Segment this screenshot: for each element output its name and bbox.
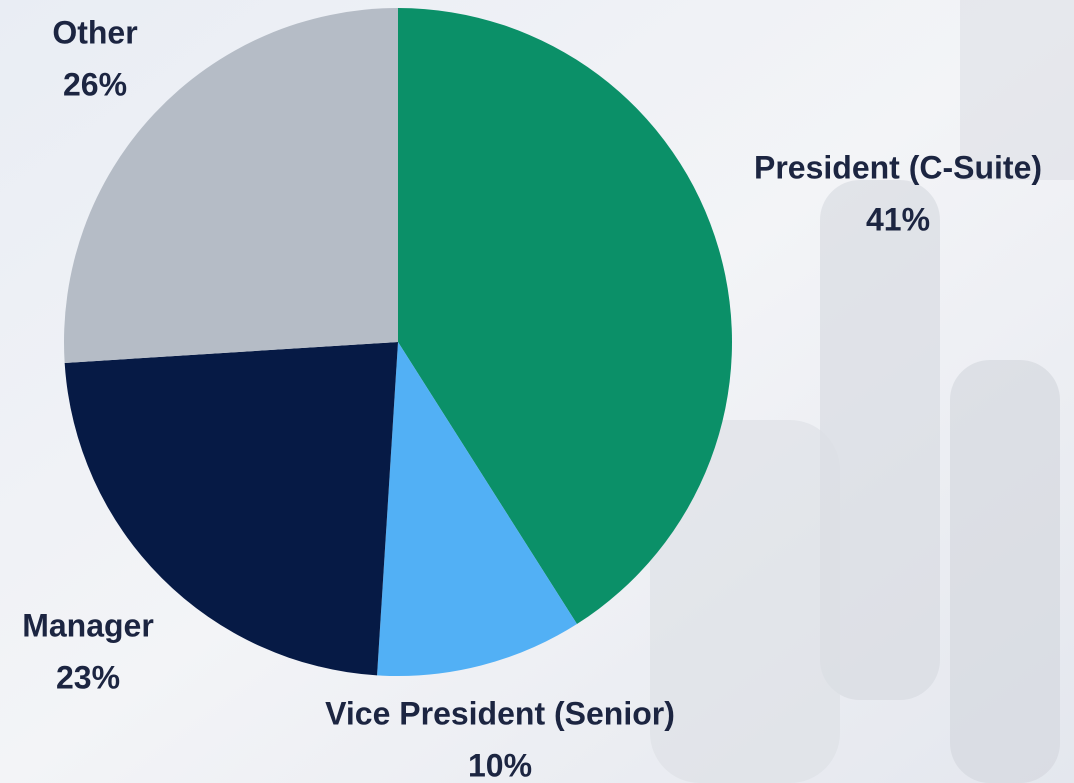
pie-slice [64,342,399,676]
background-figure [650,420,840,783]
pie-slice [63,8,398,363]
value-label: 23% [56,659,120,695]
labels: President (C-Suite) 41% Vice President (Se… [22,14,1042,783]
slice-label: Manager [22,607,154,643]
background-figure [960,0,1074,180]
pie-slice [377,342,577,676]
slice-label: Other [52,14,137,50]
value-label: 41% [866,201,930,237]
background-figure [820,180,940,700]
pie [63,8,733,676]
background-figure [950,360,1060,783]
value-label: 26% [63,66,127,102]
slice-label: Vice President (Senior) [325,695,675,731]
slice-label: President (C-Suite) [754,149,1042,185]
value-label: 10% [468,747,532,783]
pie-slice [398,8,733,625]
